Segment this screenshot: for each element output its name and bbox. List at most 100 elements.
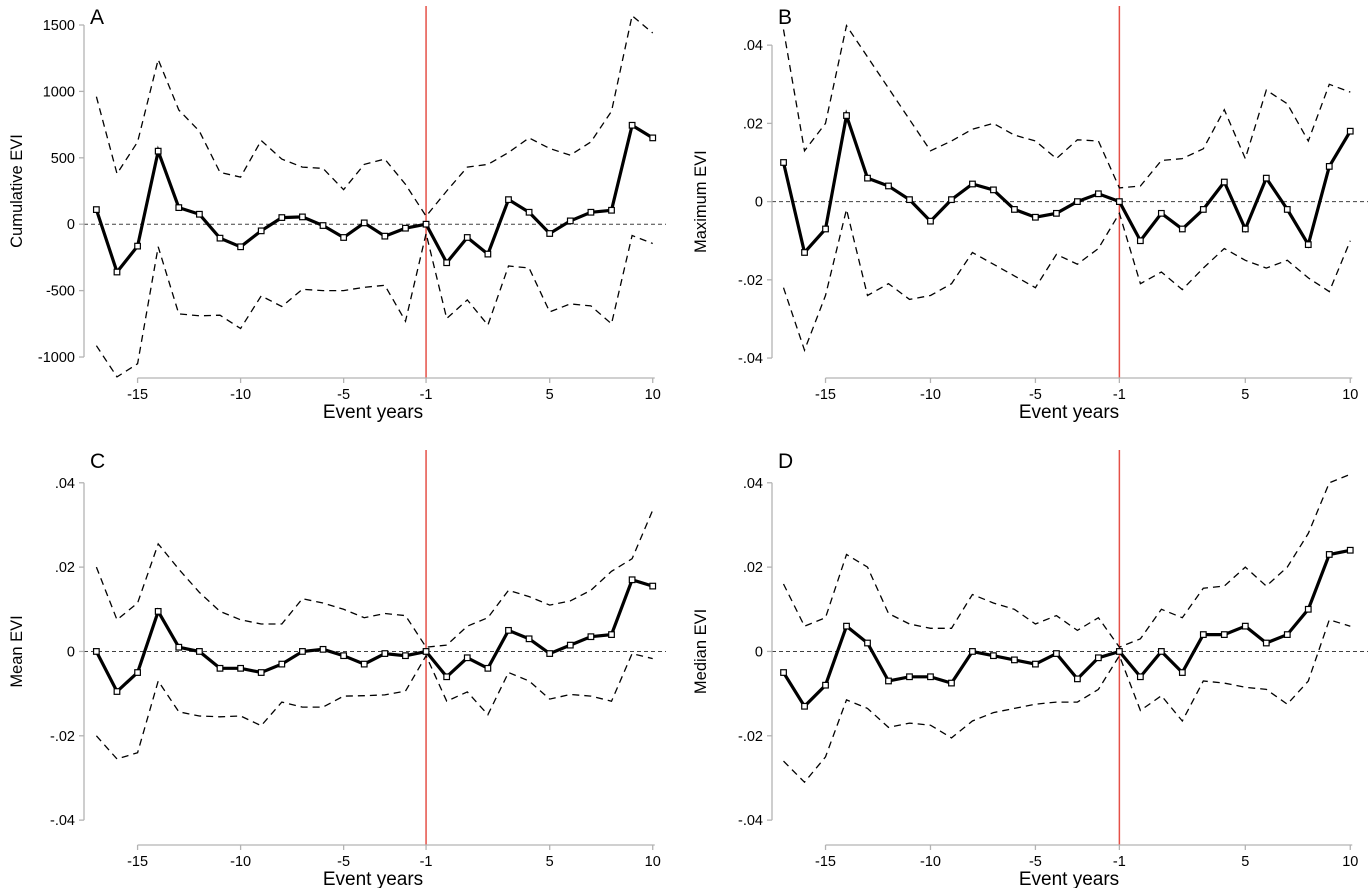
estimate-marker: [885, 182, 892, 190]
ci-line: [782, 23, 1351, 189]
estimate-marker: [113, 688, 121, 695]
estimate-marker: [546, 650, 554, 657]
estimate-marker: [92, 648, 100, 655]
estimate-marker: [92, 206, 100, 214]
estimate-marker: [505, 196, 512, 204]
estimate-marker: [1199, 631, 1207, 638]
estimate-marker: [906, 673, 913, 681]
estimate-marker: [360, 660, 368, 668]
y-tick-label: -.02: [738, 729, 763, 745]
estimate-marker: [822, 225, 829, 233]
estimate-marker: [843, 112, 850, 119]
estimate-marker: [1283, 206, 1291, 213]
estimate-marker: [649, 134, 657, 142]
estimate-marker: [422, 220, 430, 228]
x-tick-label: -15: [127, 854, 148, 870]
estimate-marker: [608, 206, 615, 214]
estimate-marker: [443, 259, 451, 267]
panel-b-maximum-evi: .04.02 0 -.02 -.04 -15 -10 -5 -1 5 10 B Event years…: [684, 0, 1368, 444]
y-tick-label: .02: [55, 560, 75, 576]
y-axis-title: Mean EVI: [8, 615, 26, 687]
estimate-line: [94, 577, 654, 695]
x-tick-label: -15: [815, 854, 836, 870]
y-tick-label: .04: [743, 38, 763, 54]
estimate-marker: [1032, 660, 1039, 668]
estimate-marker: [969, 180, 976, 188]
y-tick-label: -500: [46, 284, 75, 300]
estimate-marker: [463, 234, 471, 241]
estimate-marker: [1011, 206, 1018, 213]
x-tick-label: 10: [1342, 387, 1358, 403]
estimate-marker: [1094, 654, 1102, 662]
estimate-marker: [257, 227, 265, 235]
estimate-marker: [990, 186, 997, 194]
estimate-marker: [463, 654, 471, 662]
estimate-marker: [1032, 213, 1039, 221]
y-tick-label: 0: [755, 195, 763, 211]
y-tick-label: 0: [67, 217, 75, 233]
estimate-marker: [1115, 198, 1123, 206]
estimate-marker: [1325, 163, 1333, 170]
estimate-marker: [1178, 669, 1186, 676]
estimate-marker: [1262, 174, 1270, 182]
estimate-marker: [628, 576, 636, 584]
estimate-marker: [843, 622, 850, 630]
x-tick-label: 10: [645, 387, 661, 403]
x-axis-title: Event years: [1019, 869, 1119, 888]
ci-line: [95, 509, 654, 648]
estimate-marker: [649, 582, 657, 590]
estimate-marker: [969, 648, 976, 655]
estimate-marker: [546, 230, 554, 237]
x-tick-label: 10: [1342, 854, 1358, 870]
estimate-marker: [1011, 656, 1018, 664]
x-tick-label: -15: [127, 387, 148, 403]
estimate-marker: [237, 243, 245, 251]
estimate-marker: [927, 217, 934, 225]
estimate-marker: [195, 648, 203, 655]
y-axis-title: Median EVI: [692, 609, 710, 694]
estimate-marker: [299, 648, 306, 655]
estimate-marker: [1136, 673, 1144, 681]
estimate-marker: [948, 196, 955, 204]
y-tick-label: -.02: [738, 273, 763, 289]
panel-label: A: [90, 6, 104, 29]
estimate-marker: [1178, 225, 1186, 233]
y-tick-label: -.04: [738, 813, 763, 829]
estimate-marker: [134, 669, 141, 676]
ci-line: [782, 209, 1351, 353]
y-tick-label: -.04: [738, 351, 763, 367]
estimate-marker: [195, 210, 203, 218]
x-tick-label: -15: [815, 387, 836, 403]
estimate-marker: [1220, 178, 1228, 186]
y-axis-title: Maximum EVI: [692, 150, 710, 253]
y-axis-title: Cumulative EVI: [8, 134, 26, 248]
estimate-line: [781, 109, 1352, 256]
estimate-marker: [822, 681, 829, 689]
estimate-marker: [948, 679, 955, 687]
y-tick-label: 1000: [43, 84, 75, 100]
ci-line: [95, 233, 653, 378]
estimate-line: [94, 122, 654, 276]
estimate-marker: [587, 633, 595, 641]
y-tick-label: 1500: [43, 18, 75, 34]
estimate-marker: [1157, 648, 1165, 655]
estimate-marker: [885, 677, 892, 685]
estimate-marker: [1053, 650, 1060, 657]
x-tick-label: -5: [337, 854, 350, 870]
estimate-marker: [1053, 209, 1060, 217]
estimate-line: [782, 548, 1351, 709]
estimate-marker: [801, 249, 808, 256]
x-tick-label: 10: [645, 854, 661, 870]
estimate-marker: [1241, 225, 1249, 233]
estimate-marker: [628, 121, 636, 129]
panel-a-cumulative-evi: 1500 1000 500 0 -500 -1000 -15 -10 -5 -1 5 10 A Event…: [0, 0, 684, 444]
ci-line: [782, 473, 1351, 648]
panel-label: C: [90, 450, 105, 473]
estimate-marker: [1157, 209, 1165, 217]
x-tick-label: -1: [1113, 387, 1126, 403]
ci-line: [95, 14, 654, 218]
x-tick-label: 5: [546, 387, 554, 403]
x-tick-label: -5: [1029, 387, 1042, 403]
